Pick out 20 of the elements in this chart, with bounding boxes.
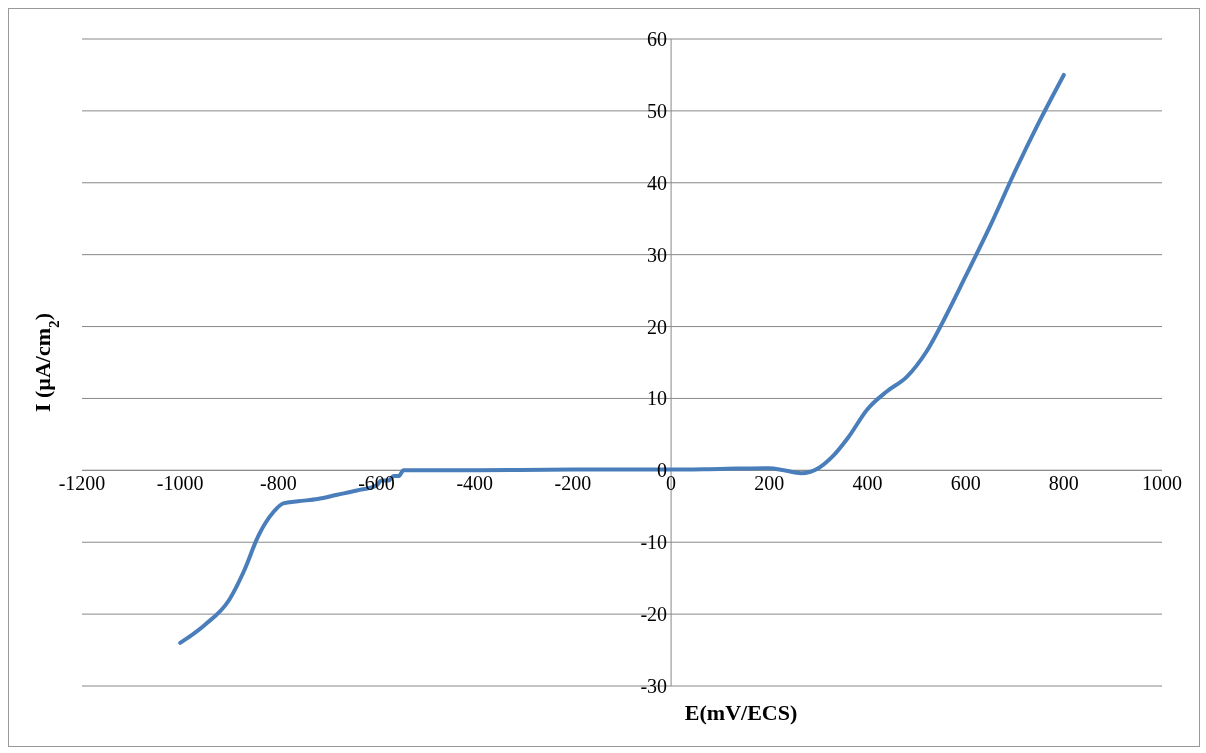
y-tick-label: 20	[647, 315, 668, 338]
y-tick-label: -30	[640, 675, 668, 697]
y-tick-label: 50	[647, 99, 668, 122]
y-tick-label: -20	[640, 603, 668, 626]
y-tick-label: 60	[647, 28, 668, 50]
x-tick-label: -200	[554, 472, 592, 495]
x-tick-label: 1000	[1142, 472, 1182, 495]
y-tick-label: -10	[640, 531, 668, 554]
x-tick-label: -1000	[156, 472, 204, 495]
y-tick-label: 30	[647, 243, 668, 266]
x-tick-label: 400	[852, 472, 883, 495]
x-tick-label: -400	[456, 472, 494, 495]
x-tick-label: 200	[754, 472, 785, 495]
y-tick-label: 40	[647, 171, 668, 194]
y-tick-label: 10	[647, 387, 668, 410]
x-axis-title: E(mV/ECS)	[684, 700, 798, 725]
x-tick-label: -800	[260, 472, 297, 495]
x-tick-label: 800	[1048, 472, 1079, 495]
x-tick-label: -1200	[58, 472, 106, 495]
x-tick-label: 600	[950, 472, 981, 495]
